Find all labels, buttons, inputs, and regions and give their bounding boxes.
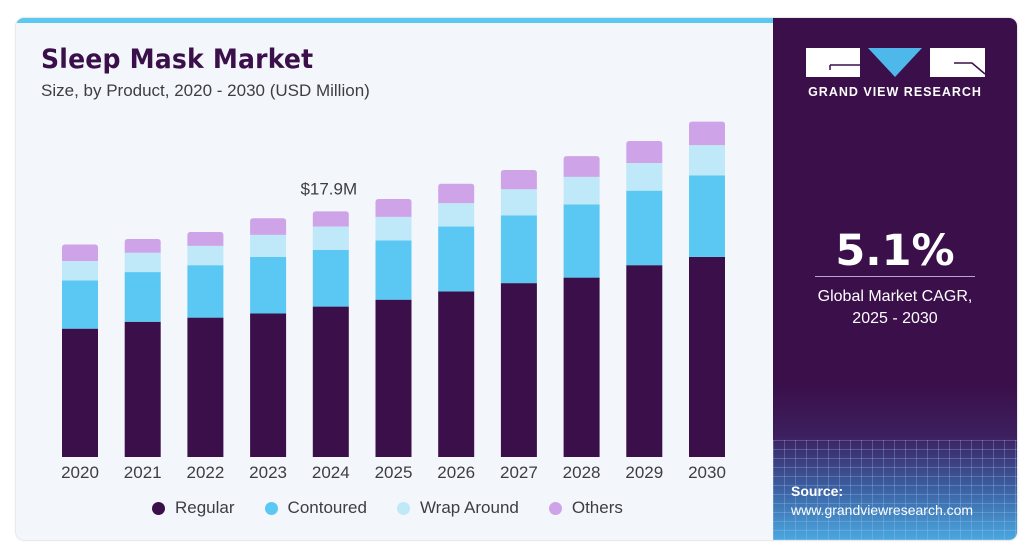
legend-item-wrap-around: Wrap Around <box>396 498 519 518</box>
bar-2025-others <box>375 198 412 217</box>
grid-background <box>773 440 1017 540</box>
bar-2028-contoured <box>563 204 600 278</box>
legend-dot-others <box>548 501 562 515</box>
bar-2024-contoured <box>312 250 349 307</box>
bar-2020-contoured <box>62 280 98 329</box>
brand-name: GRAND VIEW RESEARCH <box>808 85 982 99</box>
bar-2027-contoured <box>500 215 537 284</box>
bar-2026-others <box>438 183 475 204</box>
bar-2025-regular <box>375 299 412 457</box>
cagr-divider <box>815 276 975 277</box>
bar-2030-wrap-around <box>689 145 725 176</box>
bar-2025-wrap-around <box>375 216 412 241</box>
legend-label-regular: Regular <box>175 498 235 517</box>
bar-2029-regular <box>626 265 663 457</box>
annotation-2024: $17.9M <box>300 179 357 198</box>
gvr-logo-icon <box>806 48 986 77</box>
bar-2024-regular <box>312 306 349 457</box>
bar-2020-regular <box>62 328 98 457</box>
legend-label-wrap-around: Wrap Around <box>419 498 519 517</box>
cagr-label-line1: Global Market CAGR, <box>817 288 973 305</box>
bar-2030-contoured <box>689 175 725 257</box>
bar-2023-contoured <box>250 256 287 314</box>
legend-dot-wrap-around <box>396 501 410 515</box>
bar-2024-others <box>312 211 349 227</box>
legend-dot-regular <box>152 501 165 515</box>
bar-2028-regular <box>563 277 600 457</box>
bar-2021-others <box>124 238 161 253</box>
bar-2022-contoured <box>187 265 224 318</box>
x-tick-2023: 2023 <box>249 463 287 482</box>
bar-2021-wrap-around <box>124 252 161 273</box>
bar-2023-others <box>250 218 287 235</box>
side-panel: GRAND VIEW RESEARCH 5.1% Global Market C… <box>773 18 1017 540</box>
legend-label-contoured: Contoured <box>287 498 367 517</box>
legend-item-others: Others <box>548 498 623 518</box>
chart-title: Sleep Mask Market <box>41 44 314 75</box>
x-tick-2024: 2024 <box>312 463 350 482</box>
bar-2023-wrap-around <box>250 234 287 257</box>
chart-legend: Regular Contoured Wrap Around Others <box>152 498 653 518</box>
bar-2022-others <box>187 232 224 246</box>
accent-bar <box>16 18 773 23</box>
bar-2027-others <box>500 169 537 190</box>
bar-2028-wrap-around <box>563 176 600 205</box>
bar-2024-wrap-around <box>312 226 349 250</box>
bar-2029-others <box>626 140 663 164</box>
bar-2027-regular <box>500 283 537 457</box>
bar-2029-wrap-around <box>626 163 663 191</box>
cagr-label-line2: 2025 - 2030 <box>852 310 938 327</box>
x-tick-2026: 2026 <box>437 463 475 482</box>
x-tick-2025: 2025 <box>375 463 413 482</box>
bar-2027-wrap-around <box>500 189 537 216</box>
bar-2021-contoured <box>124 272 161 322</box>
legend-item-regular: Regular <box>152 498 235 518</box>
infographic-card: Sleep Mask Market Size, by Product, 2020… <box>16 18 1017 540</box>
x-tick-2022: 2022 <box>186 463 224 482</box>
chart-subtitle: Size, by Product, 2020 - 2030 (USD Milli… <box>41 81 370 100</box>
cagr-label: Global Market CAGR, 2025 - 2030 <box>773 286 1017 330</box>
x-tick-2020: 2020 <box>61 463 99 482</box>
source-label: Source: <box>791 483 844 499</box>
cagr-value: 5.1% <box>835 226 955 276</box>
bar-2030-others <box>689 121 725 146</box>
bar-2023-regular <box>250 313 287 457</box>
legend-dot-contoured <box>264 501 278 515</box>
bar-2028-others <box>563 156 600 177</box>
x-tick-2027: 2027 <box>500 463 538 482</box>
x-tick-2029: 2029 <box>625 463 663 482</box>
bar-2025-contoured <box>375 240 412 300</box>
bar-2026-wrap-around <box>438 203 475 227</box>
legend-item-contoured: Contoured <box>264 498 367 518</box>
bar-2026-regular <box>438 291 475 457</box>
bar-2022-regular <box>187 317 224 457</box>
bar-2030-regular <box>689 256 725 457</box>
x-tick-2028: 2028 <box>563 463 601 482</box>
x-tick-2021: 2021 <box>124 463 162 482</box>
source-url[interactable]: www.grandviewresearch.com <box>791 502 974 518</box>
bar-2029-contoured <box>626 190 663 266</box>
bar-2020-others <box>62 244 98 262</box>
stacked-bar-chart: 2020 2021 2022 2023 2024 $17.9M 2025 2026 2027 20… <box>61 121 726 482</box>
bar-2022-wrap-around <box>187 245 224 266</box>
bar-2026-contoured <box>438 226 475 292</box>
bar-2021-regular <box>124 321 161 457</box>
legend-label-others: Others <box>571 498 623 517</box>
bar-2020-wrap-around <box>62 261 98 281</box>
x-tick-2030: 2030 <box>688 463 726 482</box>
